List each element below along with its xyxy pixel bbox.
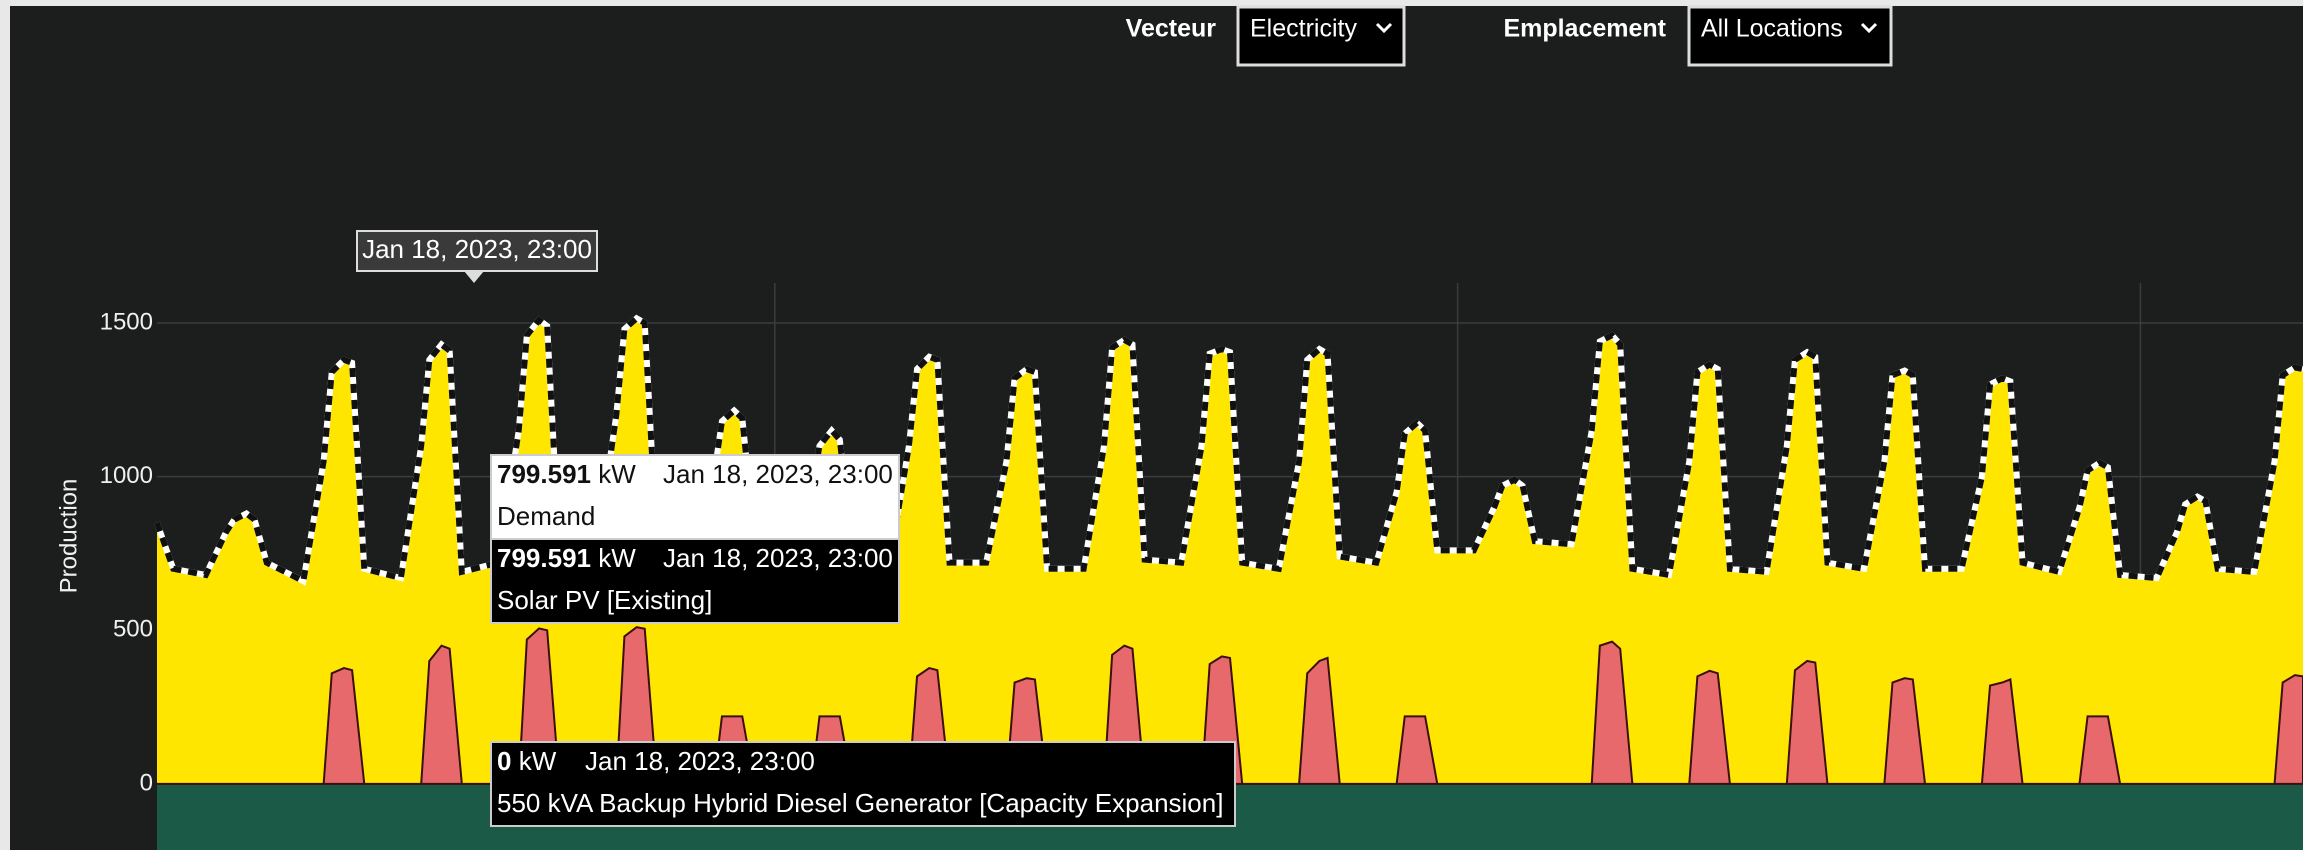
tooltip-name: Solar PV [Existing] <box>497 585 712 615</box>
tooltip-value: 799.591 <box>497 459 591 489</box>
tooltip-unit: kW <box>598 543 636 573</box>
dropdown-value: All Locations <box>1701 15 1843 43</box>
y-tick-label: 0 <box>140 769 153 796</box>
chevron <box>1860 22 1878 34</box>
tooltip-line: 0 kW <box>497 746 557 776</box>
left-edge <box>0 0 10 850</box>
tooltip-name: 550 kVA Backup Hybrid Diesel Generator [… <box>497 788 1223 818</box>
dropdown-value: Electricity <box>1250 15 1357 43</box>
tooltip-line: 799.591 kW <box>497 459 636 489</box>
area <box>157 318 2303 784</box>
demand-line-dash <box>154 314 2303 586</box>
controls: Vecteur Electricity Emplacement All Loca… <box>1126 5 1893 67</box>
tooltip <box>490 538 900 624</box>
area <box>157 626 2303 785</box>
tooltip-date: Jan 18, 2023, 23:00 <box>663 459 893 489</box>
tooltip-arrow <box>464 271 484 283</box>
y-axis-label: Production <box>55 479 82 594</box>
date-tooltip <box>356 230 598 272</box>
tooltip-date: Jan 18, 2023, 23:00 <box>362 234 592 264</box>
tooltip-date: Jan 18, 2023, 23:00 <box>585 746 815 776</box>
tooltips: Jan 18, 2023, 23:00 799.591 kW Jan 18, 2… <box>356 230 1236 827</box>
top-edge <box>0 0 2303 6</box>
tooltip-unit: kW <box>519 746 557 776</box>
y-tick-label: 500 <box>113 616 153 643</box>
tooltip-line: 799.591 kW <box>497 543 636 573</box>
y-tick-label: 1500 <box>100 308 153 335</box>
dropdown[interactable] <box>1687 5 1893 67</box>
tooltip <box>490 741 1236 827</box>
y-tick-label: 1000 <box>100 462 153 489</box>
tooltip-value: 0 <box>497 746 511 776</box>
dropdown[interactable] <box>1236 5 1406 67</box>
tooltip-date: Jan 18, 2023, 23:00 <box>663 543 893 573</box>
tooltip-unit: kW <box>598 459 636 489</box>
control-label: Emplacement <box>1503 15 1666 43</box>
chevron <box>1375 22 1393 34</box>
tooltip-name: Demand <box>497 501 595 531</box>
control-label: Vecteur <box>1126 15 1217 43</box>
tooltip-value: 799.591 <box>497 543 591 573</box>
